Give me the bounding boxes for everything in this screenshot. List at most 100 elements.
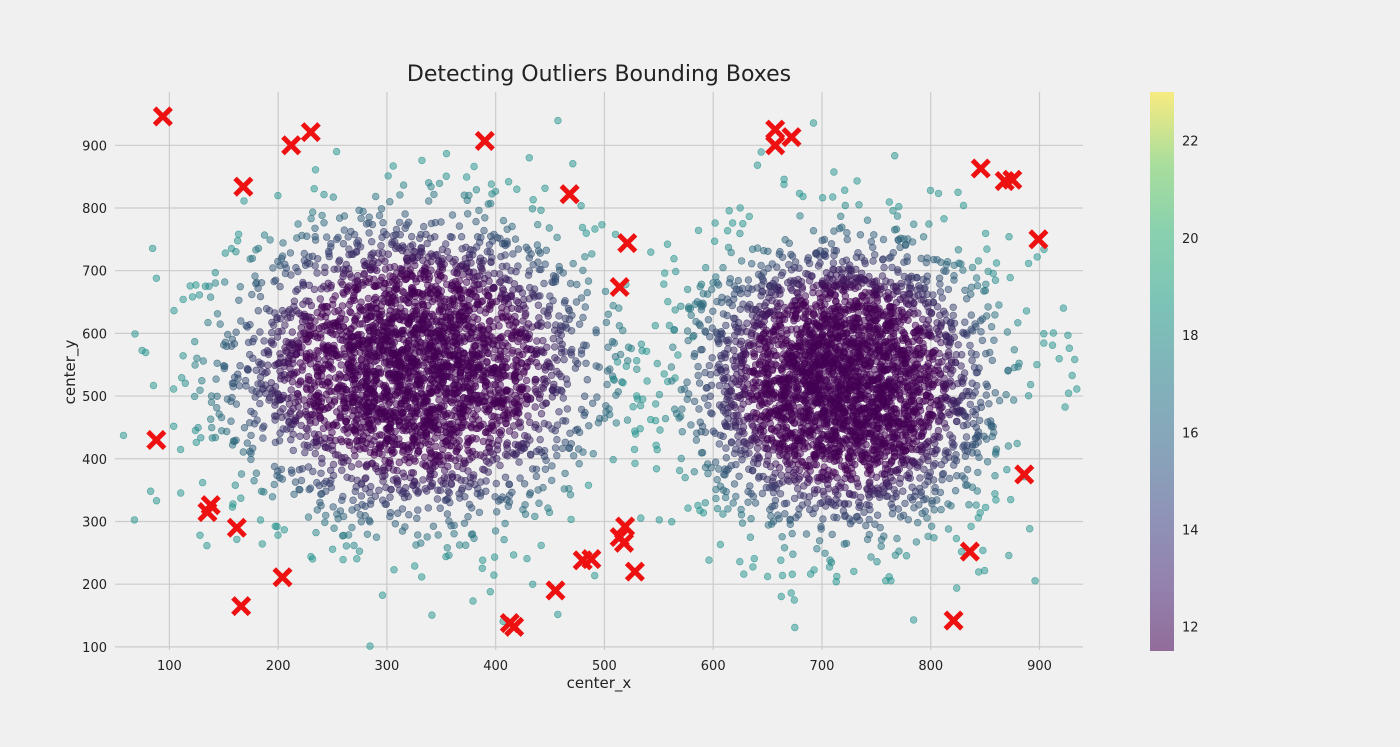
data-point: [828, 530, 836, 539]
data-point: [402, 255, 411, 263]
data-point: [240, 424, 249, 432]
data-point: [704, 316, 713, 324]
data-point: [445, 420, 453, 428]
data-point: [746, 533, 755, 541]
data-point: [198, 478, 207, 487]
data-point: [448, 473, 457, 481]
data-point: [919, 233, 928, 241]
data-point: [475, 350, 483, 358]
data-point: [355, 206, 363, 215]
data-point: [632, 357, 641, 365]
data-point: [880, 263, 888, 272]
data-point: [232, 248, 240, 256]
data-point: [190, 392, 199, 401]
data-point: [242, 382, 250, 390]
data-point: [609, 301, 617, 310]
data-point: [481, 309, 490, 317]
data-point: [146, 487, 155, 495]
data-point: [729, 499, 737, 507]
data-point: [264, 361, 272, 369]
data-point: [401, 523, 409, 531]
data-point: [323, 285, 331, 293]
data-point: [459, 464, 467, 473]
data-point: [439, 307, 447, 316]
data-point: [959, 266, 967, 274]
data-point: [179, 295, 187, 304]
data-point: [361, 405, 370, 413]
data-point: [434, 486, 442, 494]
data-point: [280, 526, 288, 534]
data-point: [984, 267, 992, 276]
data-point: [592, 328, 600, 337]
data-point: [237, 317, 245, 325]
data-point: [730, 480, 739, 488]
data-point: [217, 413, 226, 422]
data-point: [1055, 355, 1063, 363]
data-point: [623, 416, 632, 424]
data-point: [394, 476, 402, 485]
data-point: [972, 501, 980, 509]
data-point: [537, 206, 545, 215]
data-point: [304, 513, 313, 521]
data-point: [443, 510, 452, 518]
data-point: [412, 541, 420, 549]
data-point: [471, 379, 479, 388]
data-point: [585, 422, 593, 430]
data-point: [513, 356, 521, 365]
data-point: [170, 422, 178, 430]
data-point: [377, 307, 386, 315]
data-point: [588, 399, 597, 407]
data-point: [533, 337, 541, 345]
data-point: [651, 400, 660, 408]
data-point: [460, 519, 469, 527]
data-point: [339, 289, 347, 297]
data-point: [453, 361, 462, 369]
data-point: [577, 405, 586, 414]
data-point: [293, 390, 302, 398]
data-point: [982, 391, 990, 399]
data-point: [616, 350, 625, 359]
data-point: [425, 334, 433, 342]
data-point: [393, 440, 401, 449]
data-point: [452, 413, 460, 421]
data-point: [575, 428, 584, 437]
data-point: [269, 340, 277, 348]
data-point: [612, 391, 620, 399]
data-point: [404, 340, 413, 348]
data-point: [191, 361, 199, 369]
data-point: [418, 573, 426, 581]
data-point: [466, 246, 475, 254]
data-point: [234, 230, 243, 239]
data-point: [549, 296, 557, 305]
data-point: [744, 498, 752, 506]
data-point: [496, 381, 504, 389]
data-point: [339, 240, 348, 248]
data-point: [531, 378, 539, 386]
data-point: [521, 329, 529, 338]
data-point: [419, 302, 427, 311]
data-point: [417, 318, 425, 327]
data-point: [316, 498, 324, 507]
data-point: [313, 269, 321, 277]
data-point: [349, 496, 357, 504]
data-point: [578, 223, 587, 232]
data-point: [376, 431, 384, 439]
data-point: [309, 467, 317, 476]
data-point: [862, 521, 870, 530]
data-point: [497, 496, 505, 504]
data-point: [504, 313, 513, 321]
data-point: [995, 301, 1003, 309]
data-point: [251, 272, 259, 280]
data-point: [406, 242, 415, 251]
data-point: [362, 311, 371, 319]
data-point: [510, 328, 518, 336]
data-point: [502, 387, 510, 395]
data-point: [537, 410, 546, 418]
data-point: [465, 362, 473, 371]
data-point: [540, 419, 548, 428]
data-point: [457, 233, 466, 241]
data-point: [411, 261, 419, 270]
data-point: [312, 528, 320, 537]
data-point: [343, 373, 351, 381]
data-point: [603, 380, 611, 389]
